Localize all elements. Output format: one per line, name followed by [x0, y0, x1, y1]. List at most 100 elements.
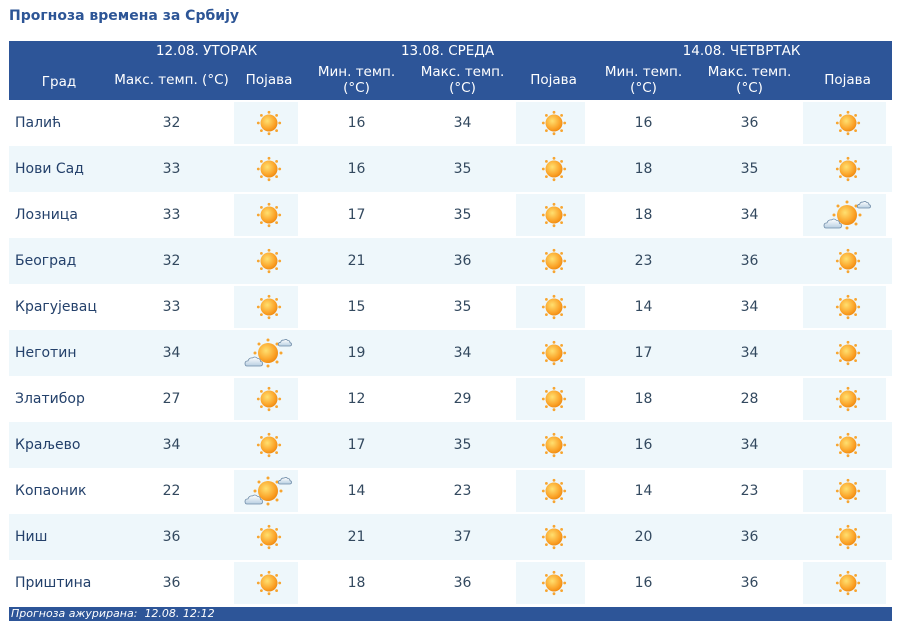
sun-icon	[803, 570, 892, 596]
d2-max-temp: 35	[453, 207, 472, 223]
d2-phenomenon	[516, 238, 592, 284]
d2-phenomenon	[516, 468, 591, 514]
d3-min-temp: 16	[634, 115, 653, 131]
table-row: Златибор 27 12 29 18 28	[9, 376, 892, 422]
d3-phenomenon	[803, 238, 893, 284]
d3-min-temp: 18	[634, 207, 653, 223]
sun-icon	[803, 156, 892, 182]
d2-min-temp: 21	[304, 238, 410, 284]
table-row: Ниш 36 21 37 20 36	[9, 514, 893, 560]
sun-icon	[516, 340, 591, 366]
d3-max-temp: 36	[696, 238, 804, 284]
d3-min-temp: 17	[591, 330, 697, 376]
d2-phenomenon-header: Појава	[516, 60, 592, 100]
d3-min-temp: 14	[634, 299, 653, 315]
d1-max-temp: 22	[162, 483, 181, 499]
d1-phenomenon	[234, 468, 304, 514]
d3-phenomenon	[803, 376, 892, 422]
city-name: Крагујевац	[15, 299, 97, 315]
day-header-2: 13.08. СРЕДА	[304, 41, 592, 60]
d1-max-temp: 32	[162, 115, 181, 131]
d2-max-temp: 23	[453, 483, 472, 499]
footer-updated: Прогноза ажурирана: 12.08. 12:12	[11, 607, 215, 621]
sun-icon	[516, 524, 591, 550]
d2-phenomenon	[516, 422, 592, 468]
d2-phenomenon	[516, 560, 591, 606]
city-name: Ниш	[9, 514, 109, 560]
d2-phenomenon	[516, 100, 591, 146]
sun-icon	[516, 110, 591, 136]
sun-icon	[234, 432, 304, 458]
sun-icon	[516, 478, 591, 504]
d1-phenomenon	[234, 514, 305, 560]
d1-phenomenon	[234, 100, 304, 146]
table-row: Копаоник 22 14 23 14 23	[9, 468, 892, 514]
d2-min-temp: 17	[304, 422, 410, 468]
d2-max-temp: 35	[409, 146, 517, 192]
d1-max-temp: 27	[162, 391, 181, 407]
table-row: Приштина 36 18 36 16 36	[9, 560, 892, 606]
d3-min-temp: 16	[591, 422, 697, 468]
d3-min-temp: 16	[634, 575, 653, 591]
sun-icon	[516, 248, 591, 274]
d2-max-temp: 29	[453, 391, 472, 407]
d3-phenomenon	[803, 330, 893, 376]
sun-icon	[234, 570, 304, 596]
d1-max-temp: 34	[109, 330, 234, 376]
day-header-1: 12.08. УТОРАК	[109, 41, 305, 60]
d3-min-temp-header: Мин. темп. (°C)	[591, 60, 697, 100]
table-row: Краљево 34 17 35 16 34	[9, 422, 893, 468]
d2-phenomenon	[516, 284, 591, 330]
d2-phenomenon	[516, 514, 592, 560]
d2-min-temp-header: Мин. темп. (°C)	[304, 60, 410, 100]
sun-icon	[516, 202, 591, 228]
d2-min-temp: 16	[304, 146, 410, 192]
d2-min-temp: 14	[347, 483, 366, 499]
d3-max-temp: 36	[740, 575, 759, 591]
d3-min-temp: 20	[591, 514, 697, 560]
sun-icon	[803, 294, 892, 320]
sun-icon	[516, 386, 591, 412]
city-name: Нови Сад	[9, 146, 109, 192]
footer-label: Прогноза ажурирана:	[11, 607, 138, 620]
d1-phenomenon	[234, 376, 304, 422]
d2-min-temp: 19	[304, 330, 410, 376]
d2-max-temp: 36	[409, 238, 517, 284]
forecast-table: Град 12.08. УТОРАК 13.08. СРЕДА 14.08. Ч…	[9, 41, 893, 606]
d3-max-temp: 34	[696, 330, 804, 376]
d3-phenomenon	[803, 146, 893, 192]
d2-min-temp: 16	[347, 115, 366, 131]
d2-min-temp: 17	[347, 207, 366, 223]
table-row: Крагујевац 33 15 35 14 34	[9, 284, 892, 330]
d3-max-temp: 34	[740, 299, 759, 315]
d1-max-temp: 36	[109, 514, 234, 560]
d3-phenomenon	[803, 284, 892, 330]
city-name: Златибор	[15, 391, 85, 407]
sun-cloud-icon	[234, 336, 304, 370]
d2-min-temp: 12	[347, 391, 366, 407]
table-row: Палић 32 16 34 16 36	[9, 100, 892, 146]
sun-icon	[803, 386, 892, 412]
d3-max-temp: 28	[740, 391, 759, 407]
d1-phenomenon	[234, 330, 305, 376]
d3-phenomenon	[803, 514, 893, 560]
d2-max-temp: 34	[409, 330, 517, 376]
sun-icon	[803, 524, 892, 550]
d2-max-temp: 37	[409, 514, 517, 560]
sun-icon	[516, 156, 591, 182]
d2-min-temp: 18	[347, 575, 366, 591]
footer-value: 12.08. 12:12	[144, 607, 215, 620]
page-title: Прогноза времена за Србију	[9, 8, 239, 24]
sun-icon	[803, 110, 892, 136]
footer-bar: Прогноза ажурирана: 12.08. 12:12	[9, 607, 892, 621]
d1-phenomenon	[234, 146, 305, 192]
sun-icon	[803, 248, 892, 274]
sun-icon	[803, 340, 892, 366]
d3-max-temp: 34	[740, 207, 759, 223]
city-column-header: Град	[9, 41, 109, 100]
d1-max-temp: 34	[109, 422, 234, 468]
d1-max-temp-header: Макс. темп. (°C)	[109, 60, 234, 100]
d2-phenomenon	[516, 146, 592, 192]
sun-icon	[516, 432, 591, 458]
d1-max-temp: 33	[109, 146, 234, 192]
